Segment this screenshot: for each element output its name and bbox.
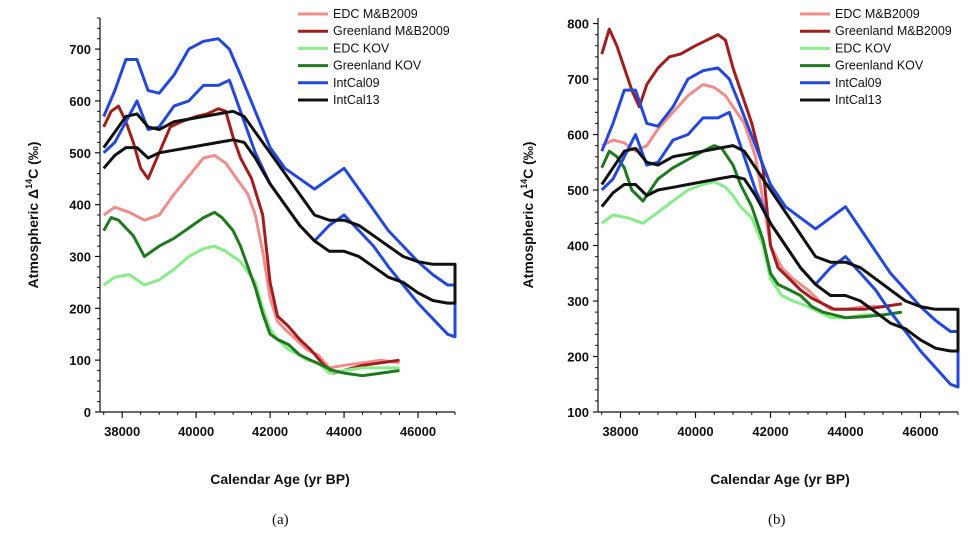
- legend-label: EDC KOV: [333, 41, 390, 55]
- x-tick-label: 40000: [178, 424, 214, 439]
- series-line-0: [102, 153, 400, 370]
- series-line-4: [102, 37, 457, 339]
- legend-label: Greenland KOV: [835, 59, 924, 73]
- legend-label: IntCal09: [835, 76, 882, 90]
- series-line-4: [600, 66, 960, 389]
- series-line-0: [601, 83, 903, 311]
- x-tick-label: 38000: [104, 424, 140, 439]
- y-tick-label: 0: [84, 405, 91, 420]
- y-tick-label: 300: [69, 249, 91, 264]
- axes: 100 200 300 400 500 600 700 800 38000 40000 42000 4…: [567, 17, 959, 439]
- x-tick-label: 42000: [752, 424, 788, 439]
- legend-label: Greenland M&B2009: [835, 24, 952, 38]
- y-tick-label: 500: [69, 146, 91, 161]
- y-tick-label: 600: [69, 94, 91, 109]
- y-tick-label: 700: [69, 42, 91, 57]
- y-tick-label: 100: [567, 405, 589, 420]
- y-tick-label: 200: [69, 301, 91, 316]
- chart-panel-a: 0 100 200 300 400 500 600 700 38000 40000 42000 440…: [24, 7, 457, 487]
- axes: 0 100 200 300 400 500 600 700 38000 40000 42000 440…: [69, 17, 456, 439]
- x-tick-label: 46000: [400, 424, 436, 439]
- legend-label: Greenland KOV: [333, 59, 422, 73]
- legend: EDC M&B2009 Greenland M&B2009 EDC KOV Green…: [800, 7, 952, 107]
- y-axis-title: Atmospheric Δ14C (‰): [519, 142, 536, 289]
- series-line-1: [600, 27, 903, 311]
- y-tick-label: 600: [567, 128, 589, 143]
- series-line-2: [102, 244, 400, 375]
- y-tick-label: 400: [567, 239, 589, 254]
- y-tick-label: 200: [567, 350, 589, 365]
- legend-label: IntCal09: [333, 76, 380, 90]
- x-tick-label: 40000: [677, 424, 713, 439]
- caption-a: (a): [272, 512, 289, 528]
- x-tick-label: 42000: [252, 424, 288, 439]
- y-tick-label: 800: [567, 17, 589, 32]
- series-line-5: [600, 144, 960, 353]
- legend-label: EDC M&B2009: [835, 7, 920, 21]
- x-tick-label: 38000: [602, 424, 638, 439]
- y-tick-label: 700: [567, 72, 589, 87]
- series-line-5: [102, 109, 457, 305]
- y-axis-title: Atmospheric Δ14C (‰): [24, 142, 41, 289]
- y-tick-label: 100: [69, 353, 91, 368]
- legend-label: EDC M&B2009: [333, 7, 418, 21]
- series-line-3: [102, 210, 400, 378]
- x-tick-label: 46000: [902, 424, 938, 439]
- series-line-3: [600, 144, 903, 320]
- y-tick-label: 400: [69, 198, 91, 213]
- legend-label: IntCal13: [333, 93, 380, 107]
- x-axis-title: Calendar Age (yr BP): [710, 471, 850, 487]
- legend-label: Greenland M&B2009: [333, 24, 450, 38]
- series-curves: [600, 27, 960, 389]
- legend-label: EDC KOV: [835, 41, 892, 55]
- y-tick-label: 300: [567, 294, 589, 309]
- x-axis-title: Calendar Age (yr BP): [210, 471, 350, 487]
- y-tick-label: 500: [567, 183, 589, 198]
- caption-b: (b): [768, 512, 786, 528]
- x-tick-label: 44000: [827, 424, 863, 439]
- series-curves: [102, 37, 457, 378]
- chart-panel-b: 100 200 300 400 500 600 700 800 38000 40000 42000 4…: [519, 7, 960, 487]
- legend: EDC M&B2009 Greenland M&B2009 EDC KOV Green…: [298, 7, 450, 107]
- x-tick-label: 44000: [326, 424, 362, 439]
- series-line-2: [600, 180, 903, 320]
- legend-label: IntCal13: [835, 93, 882, 107]
